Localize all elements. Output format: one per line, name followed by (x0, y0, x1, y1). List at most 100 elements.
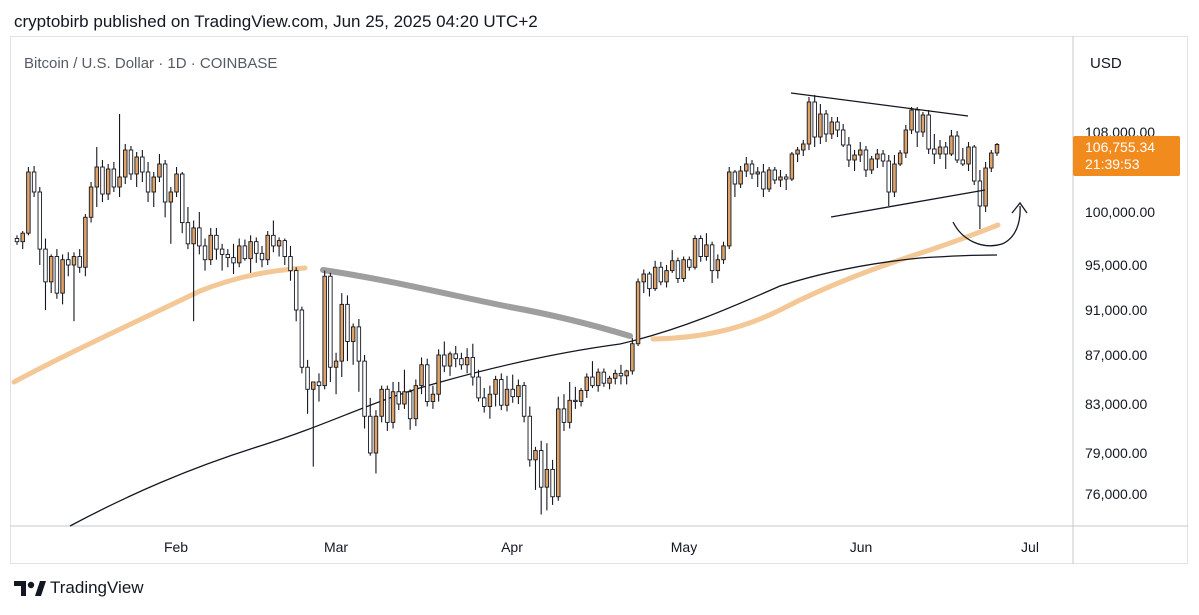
price-tick-label: 95,000.00 (1085, 257, 1147, 273)
candle (396, 381, 401, 411)
tradingview-footer: TradingView (14, 578, 144, 598)
candle-body-up (419, 364, 424, 387)
candle-body-down (202, 245, 208, 261)
candle-body-down (971, 146, 977, 182)
candle-body-up (806, 101, 812, 145)
candle-body-up (624, 370, 629, 377)
candle-body-down (459, 358, 464, 366)
candle-body-up (265, 234, 270, 261)
candle-body-down (886, 160, 891, 193)
candle (504, 375, 510, 412)
candle (573, 386, 578, 409)
candle (869, 156, 874, 174)
candle (954, 131, 960, 163)
candle (920, 112, 926, 137)
candle (242, 239, 248, 261)
candle-body-up (493, 379, 498, 395)
candle (721, 241, 726, 264)
candle-body-down (214, 234, 219, 250)
candle-body-up (191, 227, 196, 245)
candle-body-up (556, 408, 561, 498)
candle-body-down (77, 256, 82, 268)
month-tick-label: Jun (850, 539, 873, 555)
candle (789, 152, 795, 181)
candle (949, 130, 954, 156)
candle-body-up (801, 143, 806, 151)
candle-body-down (316, 381, 322, 387)
candle (926, 110, 931, 154)
candle-body-up (852, 154, 857, 161)
candle (943, 142, 948, 169)
candle-body-down (299, 309, 305, 368)
candle-body-up (670, 260, 675, 272)
candle (43, 238, 48, 310)
candle (607, 375, 612, 390)
candle (994, 143, 1000, 156)
candle (670, 250, 675, 273)
candle-body-up (390, 391, 396, 423)
candle-body-down (37, 191, 43, 250)
candle (288, 245, 293, 281)
candle-body-up (339, 303, 344, 362)
candle (584, 373, 589, 398)
candle-body-up (276, 240, 282, 247)
candle (413, 379, 419, 427)
candle (117, 114, 122, 197)
candle-body-down (476, 376, 481, 399)
candle (322, 270, 327, 390)
candle-body-up (117, 176, 122, 188)
short-moving-average (11, 265, 308, 385)
candle-body-down (977, 180, 983, 207)
candle (368, 397, 373, 456)
candle (675, 257, 681, 283)
last-price-tag (1073, 136, 1180, 176)
candle-body-up (350, 326, 356, 342)
candle (362, 355, 367, 429)
candle (259, 245, 265, 268)
month-tick-label: May (671, 539, 697, 555)
candle (208, 227, 213, 265)
candle-body-up (516, 385, 521, 398)
curved-arrow-head-icon (1011, 201, 1028, 214)
tradingview-logo-icon (14, 581, 46, 596)
candle-body-down (954, 135, 960, 161)
candle-body-down (698, 238, 703, 257)
candle (886, 155, 891, 206)
candle-body-down (345, 303, 350, 342)
candle (14, 235, 20, 245)
candle (356, 319, 362, 392)
candle (732, 170, 738, 197)
last-price-value: 106,755.34 (1085, 139, 1155, 155)
candle-body-down (761, 171, 766, 190)
chart-title: Bitcoin / U.S. Dollar · 1D · COINBASE (24, 55, 277, 72)
candle (236, 238, 242, 268)
candle-body-up (402, 391, 407, 405)
candle-body-up (949, 135, 954, 155)
candle-body-up (248, 241, 253, 260)
candle (425, 358, 430, 407)
triangle-lower-trendline (830, 189, 986, 218)
candle-body-up (983, 167, 988, 207)
candle-body-up (994, 143, 1000, 154)
candle-body-up (105, 168, 111, 195)
candle-body-down (66, 259, 71, 266)
candle-body-up (704, 244, 709, 257)
month-tick-label: Apr (501, 539, 523, 555)
candle (299, 306, 305, 374)
candle (402, 369, 407, 409)
candle-body-up (755, 171, 760, 175)
candle (350, 323, 356, 365)
candle-body-down (368, 415, 373, 454)
price-ticks: 108,000.00100,000.0095,000.0091,000.0087… (1085, 124, 1155, 502)
candle (390, 381, 396, 429)
candle (533, 446, 538, 490)
candle-body-down (835, 121, 840, 131)
candle (766, 167, 772, 192)
candle-body-down (590, 376, 595, 387)
candle (430, 385, 436, 409)
candle-body-up (829, 121, 834, 135)
candle (567, 381, 572, 429)
candle (812, 95, 817, 147)
candle-body-down (840, 129, 846, 146)
candle (840, 124, 846, 147)
